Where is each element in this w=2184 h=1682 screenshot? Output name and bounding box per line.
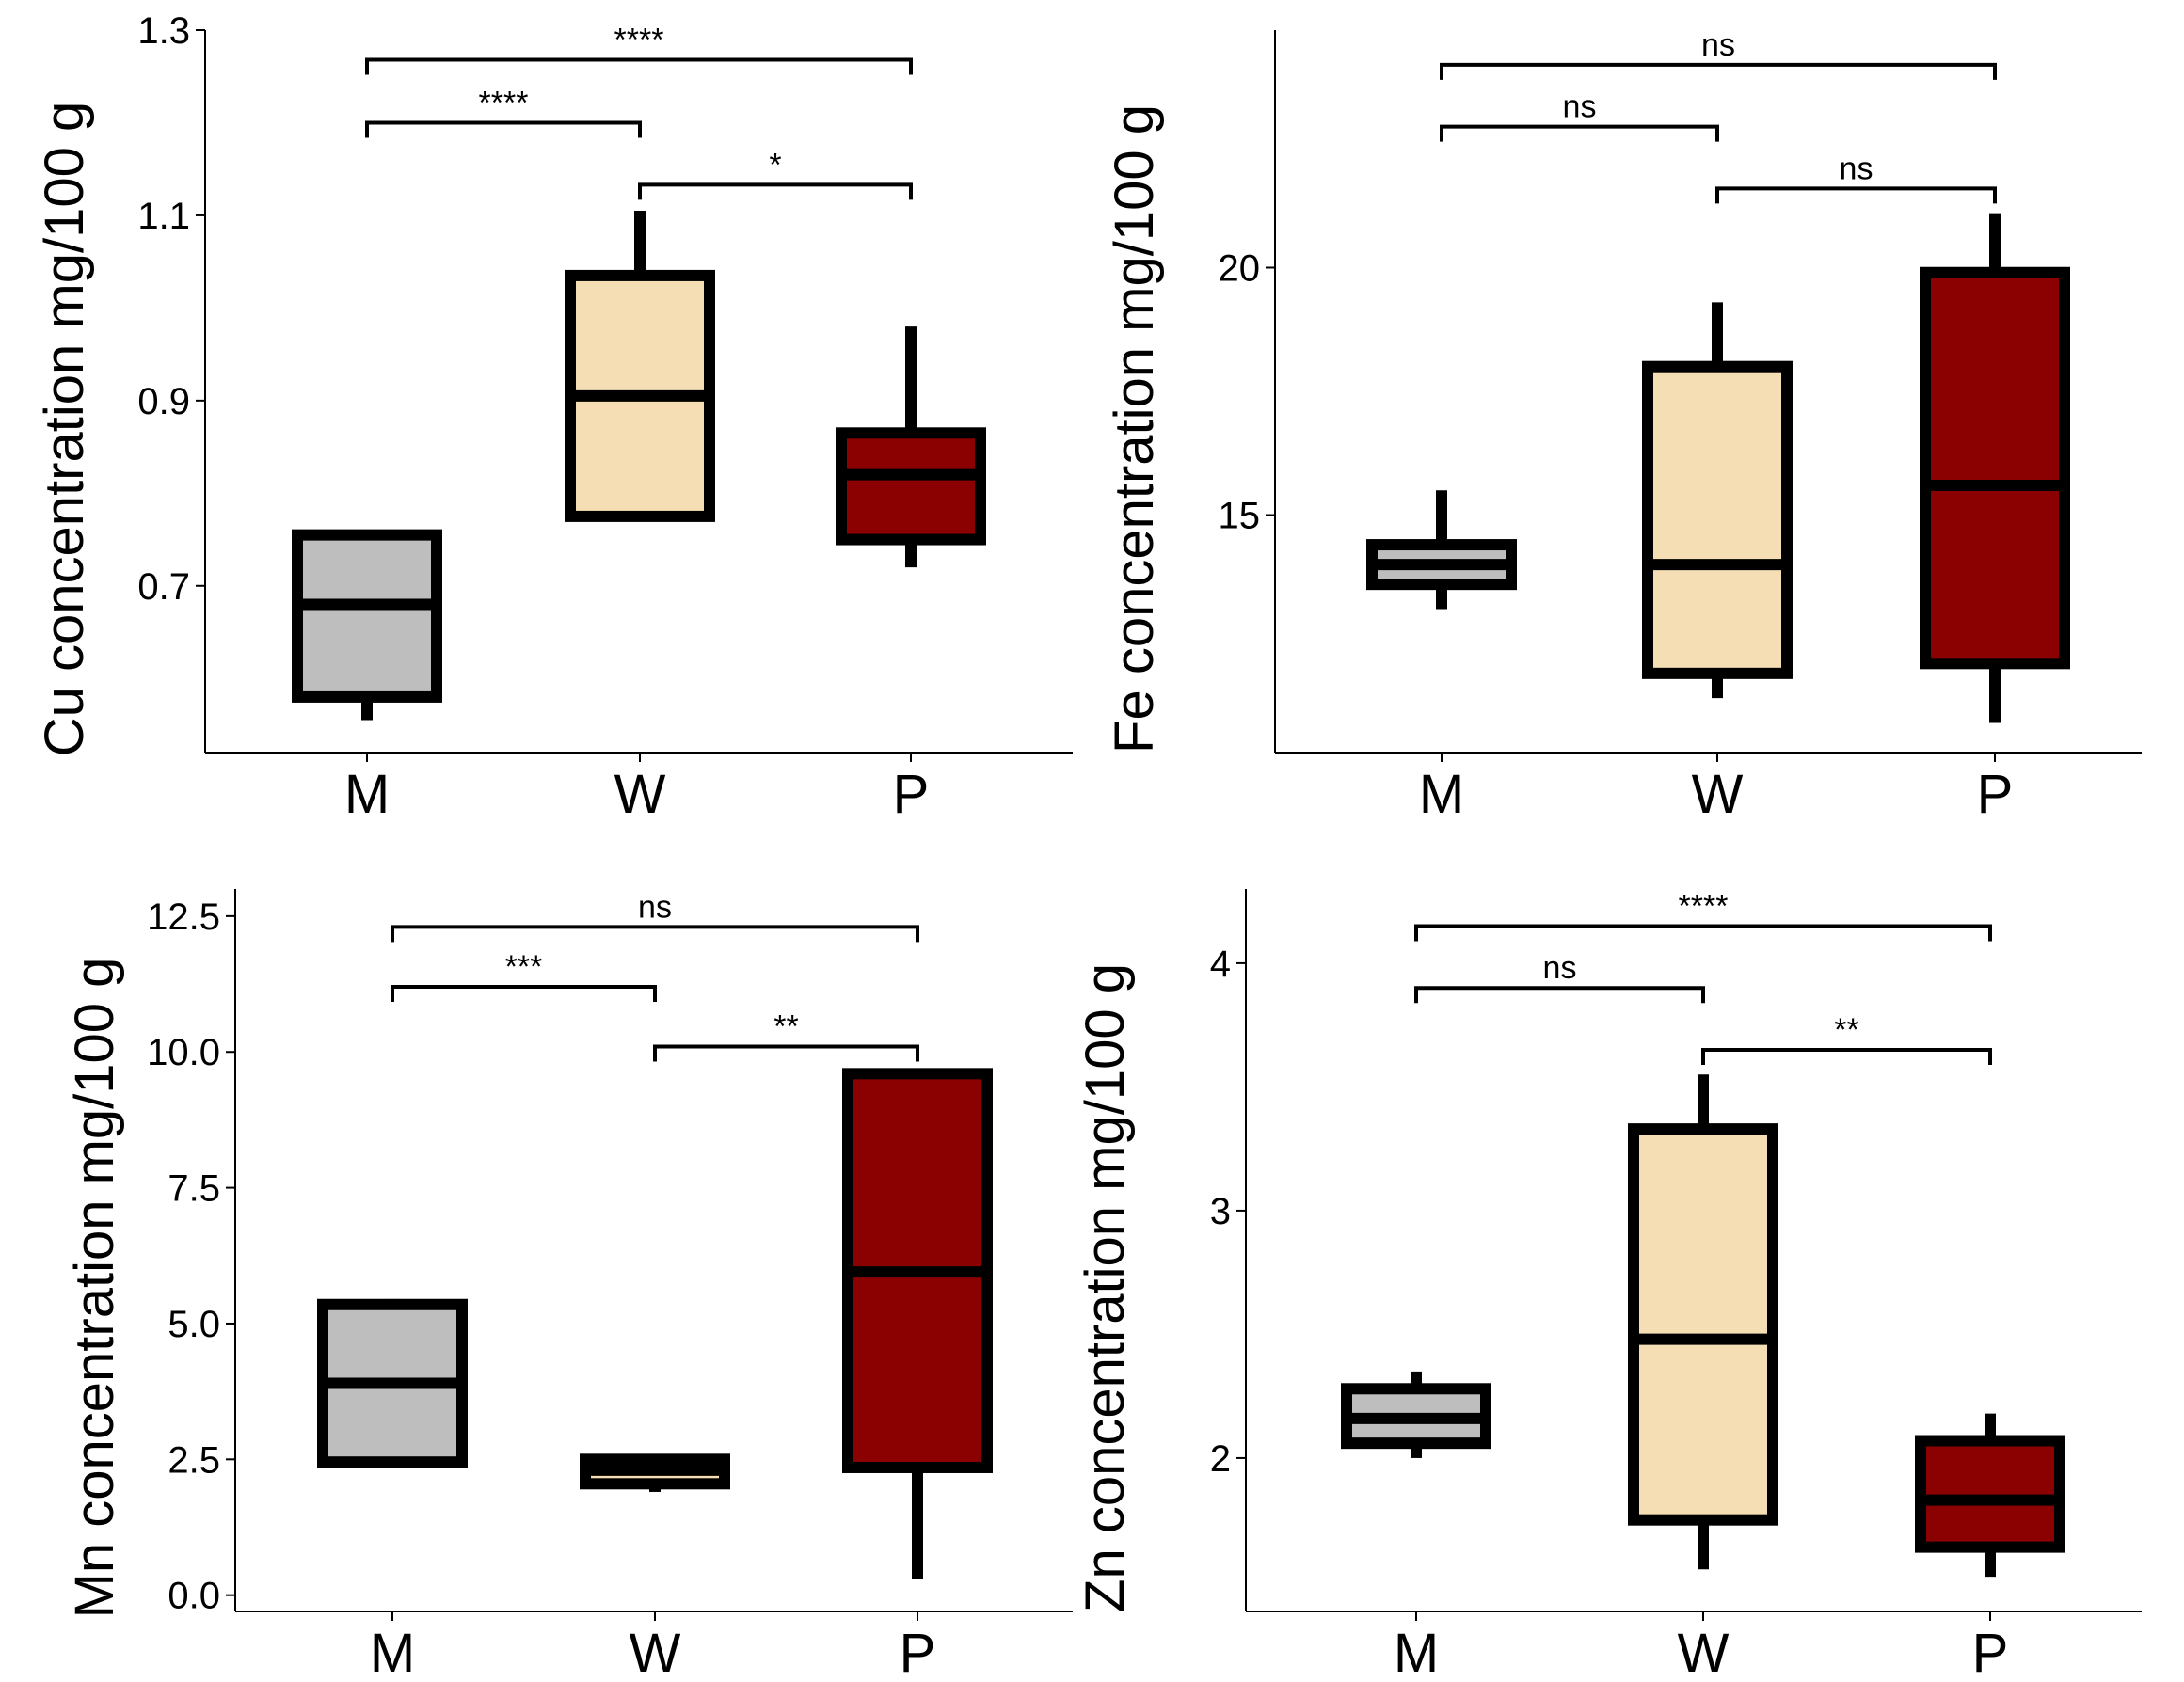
y-tick-label: 0.7 xyxy=(137,566,190,608)
x-tick-label-M: M xyxy=(344,764,390,825)
y-axis-title: Mn concentration mg/100 g xyxy=(64,958,125,1619)
bracket-line xyxy=(365,120,642,138)
significance-label: ns xyxy=(1840,151,1873,186)
y-tick-label: 3 xyxy=(1210,1191,1231,1232)
x-tick-label-P: P xyxy=(900,1623,936,1682)
bracket-line xyxy=(391,925,919,943)
box-M xyxy=(317,1298,468,1468)
y-tick-label: 5.0 xyxy=(167,1304,220,1345)
significance-label: ns xyxy=(1543,950,1577,986)
y-tick-label: 7.5 xyxy=(167,1168,220,1210)
y-tick-label: 20 xyxy=(1219,247,1261,289)
significance-label: * xyxy=(769,147,781,182)
significance-bracket-W-P: ** xyxy=(1701,1012,1992,1065)
significance-bracket-W-P: ns xyxy=(1715,151,1997,204)
significance-label: ns xyxy=(1701,27,1735,63)
iqr-box xyxy=(836,427,986,546)
significance-label: *** xyxy=(505,949,543,985)
chart-panel-3: 0.0 2.5 5.0 7.5 10.0 12.5 M W P Mn concentration … xyxy=(64,889,1073,1682)
x-tick-label-W: W xyxy=(1692,764,1744,825)
significance-label: ns xyxy=(1563,89,1597,125)
y-tick-label: 10.0 xyxy=(147,1032,220,1073)
x-tick-label-W: W xyxy=(614,764,666,825)
significance-bracket-M-P: ns xyxy=(1440,27,1997,80)
chart-panel-1: 0.7 0.9 1.1 1.3 M W P Cu concentration mg/100 g… xyxy=(34,10,1073,825)
x-tick-label-P: P xyxy=(1972,1623,2009,1682)
chart-panel-4: 2 3 4 M W P Zn concentration mg/100 g **** ns ** xyxy=(1075,888,2142,1682)
significance-label: **** xyxy=(614,23,664,58)
bracket-line xyxy=(1701,1047,1992,1065)
bracket-line xyxy=(365,57,913,75)
significance-bracket-M-W: ns xyxy=(1440,89,1719,142)
y-tick-label: 15 xyxy=(1219,496,1261,537)
y-tick-label: 0.0 xyxy=(167,1576,220,1617)
iqr-box xyxy=(1915,1435,2065,1553)
box-W xyxy=(1628,1074,1778,1570)
y-axis-title: Zn concentration mg/100 g xyxy=(1075,963,1136,1612)
significance-bracket-W-P: * xyxy=(638,147,913,200)
significance-label: ** xyxy=(1834,1012,1858,1048)
bracket-line xyxy=(1440,124,1719,142)
x-tick-label-M: M xyxy=(1419,764,1464,825)
x-tick-label-M: M xyxy=(1394,1623,1439,1682)
y-tick-label: 4 xyxy=(1210,944,1231,985)
y-tick-label: 2 xyxy=(1210,1438,1231,1480)
bracket-line xyxy=(653,1044,919,1062)
iqr-box xyxy=(1920,266,2070,670)
box-M xyxy=(292,529,442,721)
x-tick-label-M: M xyxy=(370,1623,415,1682)
bracket-line xyxy=(1414,986,1705,1004)
bracket-line xyxy=(391,984,657,1002)
box-W xyxy=(565,211,715,522)
iqr-box xyxy=(1628,1123,1778,1526)
bracket-line xyxy=(638,182,913,200)
x-tick-label-W: W xyxy=(630,1623,681,1682)
box-P xyxy=(1920,213,2070,723)
significance-label: **** xyxy=(479,85,529,120)
x-tick-label-P: P xyxy=(1977,764,2014,825)
y-axis-title: Cu concentration mg/100 g xyxy=(34,102,95,756)
iqr-box xyxy=(1642,360,1793,679)
box-W xyxy=(1642,302,1793,699)
bracket-line xyxy=(1440,62,1997,80)
significance-bracket-M-P: **** xyxy=(365,23,913,75)
significance-label: **** xyxy=(1679,888,1729,924)
box-P xyxy=(1915,1413,2065,1578)
box-M xyxy=(1341,1371,1491,1458)
box-P xyxy=(836,326,986,568)
y-axis-title: Fe concentration mg/100 g xyxy=(1104,104,1165,754)
y-tick-label: 12.5 xyxy=(147,897,220,938)
significance-bracket-M-P: **** xyxy=(1414,888,1992,942)
x-tick-label-W: W xyxy=(1678,1623,1730,1682)
box-W xyxy=(580,1453,730,1492)
iqr-box xyxy=(292,529,442,703)
significance-bracket-M-P: ns xyxy=(391,889,919,943)
significance-bracket-W-P: ** xyxy=(653,1008,919,1062)
chart-panel-2: 15 20 M W P Fe concentration mg/100 g ns ns ns xyxy=(1104,27,2142,825)
y-tick-label: 2.5 xyxy=(167,1439,220,1481)
significance-bracket-M-W: *** xyxy=(391,949,657,1002)
significance-bracket-M-W: ns xyxy=(1414,950,1705,1004)
box-P xyxy=(842,1068,993,1579)
y-tick-label: 1.3 xyxy=(137,10,190,52)
significance-label: ** xyxy=(773,1008,798,1044)
y-tick-label: 0.9 xyxy=(137,381,190,422)
y-tick-label: 1.1 xyxy=(137,196,190,237)
significance-label: ns xyxy=(638,889,672,925)
x-tick-label-P: P xyxy=(893,764,930,825)
bracket-line xyxy=(1715,186,1997,204)
box-M xyxy=(1366,490,1517,610)
bracket-line xyxy=(1414,924,1992,942)
significance-bracket-M-W: **** xyxy=(365,85,642,138)
